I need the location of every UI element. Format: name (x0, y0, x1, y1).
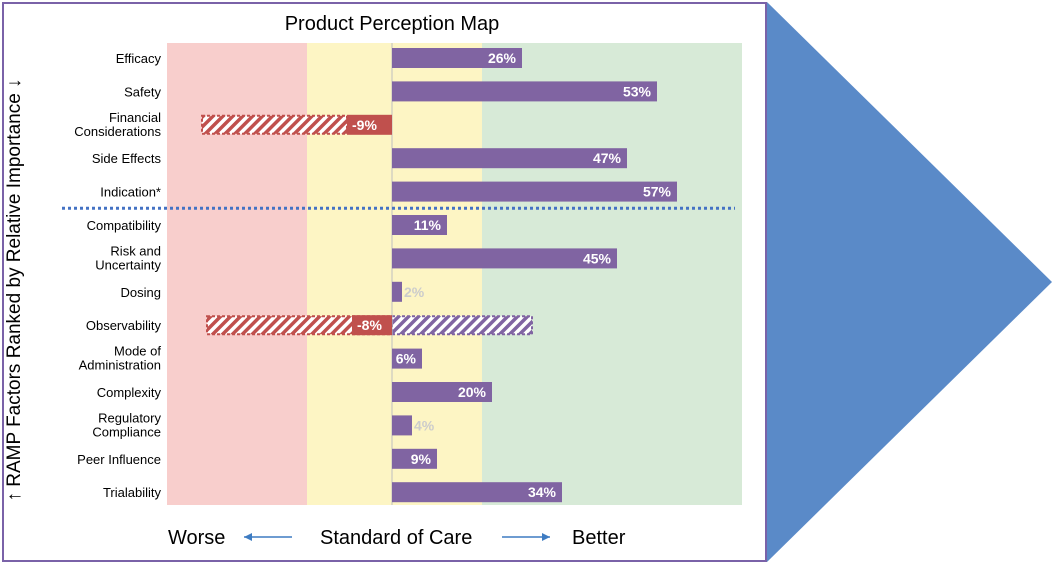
category-label: Indication* (100, 185, 161, 200)
value-label: 26% (488, 50, 517, 66)
category-label: Trialability (103, 485, 162, 500)
bar-10 (392, 382, 492, 402)
bar-13 (392, 482, 562, 503)
value-label: 9% (411, 451, 432, 467)
category-label: Side Effects (92, 151, 162, 166)
bar-0 (392, 48, 522, 68)
value-label: 11% (414, 217, 442, 233)
left-arrow-icon (244, 533, 292, 541)
y-axis-label: ↑ RAMP Factors Ranked by Relative Import… (4, 78, 25, 501)
category-label: Regulatory Compliance (92, 410, 161, 439)
zone-standard (307, 43, 482, 505)
value-label: 4% (414, 417, 435, 433)
chart-title: Product Perception Map (285, 13, 500, 35)
category-label: Safety (124, 84, 161, 99)
bar-7 (392, 281, 402, 302)
value-label: -9% (352, 117, 377, 133)
value-label: 20% (458, 384, 487, 400)
bar-9 (392, 348, 422, 369)
x-label-worse: Worse (168, 527, 225, 549)
bar-11 (392, 415, 412, 436)
category-label: Financial Considerations (74, 110, 161, 139)
category-label: Compatibility (87, 218, 162, 233)
y-axis-label-text: RAMP Factors Ranked by Relative Importan… (4, 93, 25, 487)
category-label: Mode of Administration (79, 344, 162, 373)
value-label: 34% (528, 484, 557, 500)
value-label: 47% (593, 150, 622, 166)
category-label: Peer Influence (77, 452, 161, 467)
value-label: 53% (623, 83, 652, 99)
zone-better (482, 43, 742, 505)
x-label-standard-of-care: Standard of Care (320, 527, 472, 549)
y-axis-up-arrow-icon: ↑ (4, 487, 25, 502)
bar-5 (392, 215, 447, 235)
value-label: 2% (404, 284, 425, 300)
value-label: 57% (643, 184, 672, 200)
bar-8 (352, 315, 392, 336)
bar-3 (392, 148, 627, 169)
category-label: Efficacy (116, 51, 162, 66)
bar-2 (347, 114, 392, 135)
hatch-negative-range (201, 114, 348, 135)
category-label: Observability (86, 318, 162, 333)
perception-chart: 26% 53% -9% 47% 57% 11% 45% 2% -8% 6% 20% 4% 9% 34% E… (4, 13, 742, 549)
bar-6 (392, 248, 617, 269)
category-label: Risk and Uncertainty (95, 243, 161, 272)
bar-4 (392, 181, 677, 202)
right-arrow-icon (502, 533, 550, 541)
hatch-positive-range (391, 315, 533, 336)
value-label: 45% (583, 250, 612, 266)
bar-1 (392, 81, 657, 102)
bar-12 (392, 448, 437, 469)
value-label: 6% (396, 351, 417, 367)
x-label-better: Better (572, 527, 626, 549)
value-label: -8% (357, 317, 382, 333)
category-label: Complexity (97, 385, 162, 400)
y-axis-down-arrow-icon: ↓ (4, 78, 25, 93)
hatch-negative-range (206, 315, 393, 336)
zone-worse (167, 43, 307, 505)
category-label: Dosing (121, 285, 161, 300)
